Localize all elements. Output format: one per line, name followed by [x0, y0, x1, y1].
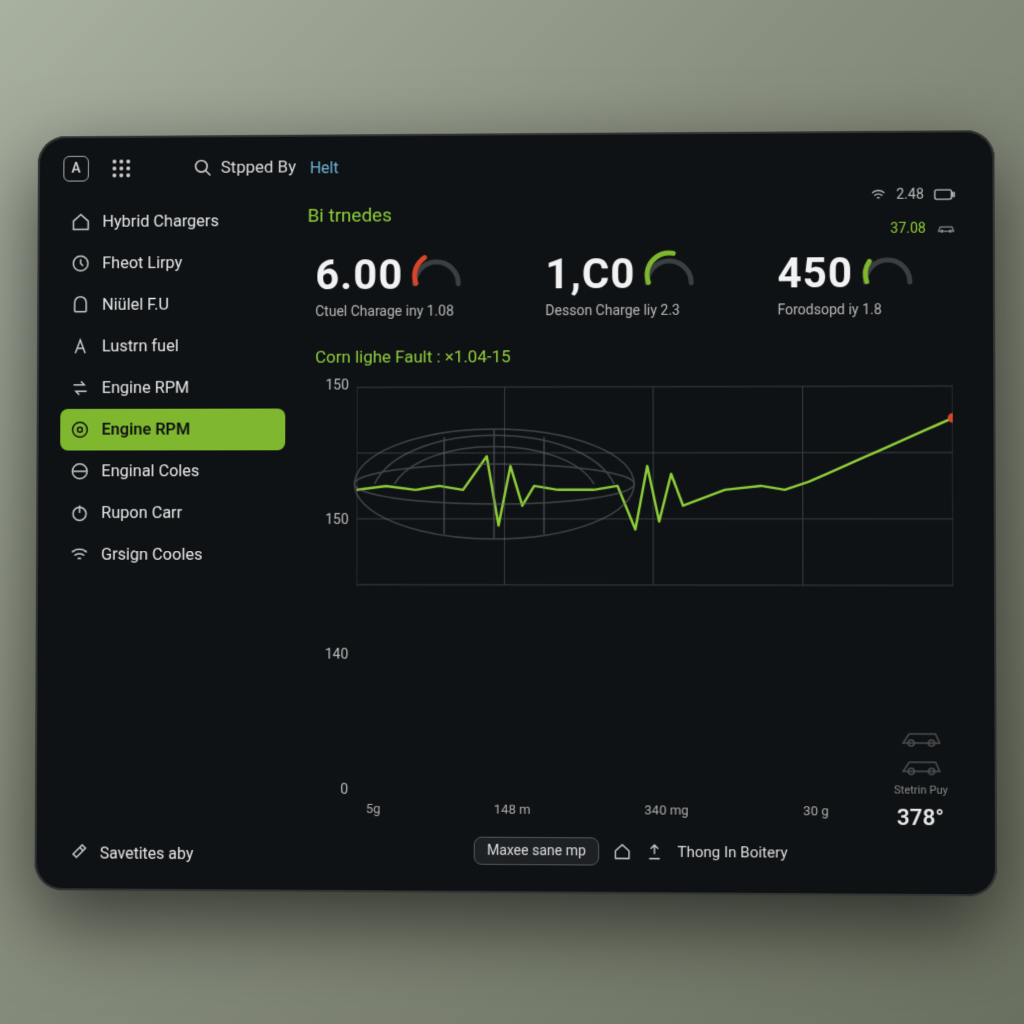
temperature-value: 378° — [897, 806, 944, 832]
sidebar-item-lustrn-fuel[interactable]: Lustrn fuel — [61, 325, 286, 367]
gauges-row: 6.00 Ctuel Charage iny 1.08 1,C0 Desson Cha… — [307, 248, 956, 320]
gauge-2: 450 Forodsopd iy 1.8 — [777, 248, 956, 319]
sidebar-item-rupon-carr[interactable]: Rupon Carr — [60, 492, 285, 534]
sidebar-item-ni-lel-f-u[interactable]: Niülel F.U — [61, 283, 286, 325]
home-icon — [71, 212, 91, 232]
bottombar: Maxee sane mp Thong In Boitery — [306, 828, 958, 876]
sidebar-item-engine-rpm[interactable]: Engine RPM — [60, 367, 285, 409]
upload-icon[interactable] — [645, 843, 663, 861]
gauge-value: 6.00 — [315, 251, 403, 300]
search-icon — [193, 158, 213, 178]
ring-icon — [70, 461, 90, 481]
gauge-label: Forodsopd iy 1.8 — [777, 302, 881, 318]
gauge-label: Ctuel Charage iny 1.08 — [315, 304, 454, 320]
clock-icon — [71, 254, 91, 274]
sidebar-item-label: Fheot Lirpy — [102, 254, 182, 273]
sidebar-footer-label: Savetites aby — [100, 843, 194, 863]
sidebar-item-fheot-lirpy[interactable]: Fheot Lirpy — [61, 242, 286, 285]
gauge-arc — [409, 250, 465, 294]
status-sub-value: 37.08 — [890, 221, 926, 237]
gauge-label: Desson Charge liy 2.3 — [545, 303, 680, 319]
gauge-arc — [859, 248, 916, 292]
sidebar-item-label: Rupon Carr — [101, 504, 182, 523]
home-icon[interactable] — [613, 842, 631, 860]
sidebar-item-enginal-coles[interactable]: Enginal Coles — [60, 450, 285, 492]
gauge-value: 1,C0 — [545, 250, 635, 299]
wifi-value: 2.48 — [896, 187, 924, 203]
helt-label: Helt — [310, 158, 339, 177]
chart-area: 1501501400 Stetrin — [314, 376, 954, 831]
mini-cars-label: Stetrin Puy — [894, 783, 948, 796]
bottombar-label: Thong In Boitery — [677, 843, 787, 862]
sidebar-footer[interactable]: Savetites aby — [58, 828, 284, 877]
search-label: Stpped By — [221, 158, 296, 178]
swap-icon — [70, 378, 90, 398]
sidebar-item-label: Lustrn fuel — [102, 337, 179, 356]
sidebar: Hybrid Chargers Fheot Lirpy Niülel F.U Lust… — [54, 190, 286, 877]
sidebar-item-label: Engine RPM — [102, 378, 190, 397]
apps-grid-icon[interactable] — [112, 160, 130, 178]
topbar: A Stpped By Helt — [57, 148, 974, 191]
car-wireframe — [344, 389, 644, 559]
a-icon — [70, 337, 90, 357]
main-panel: 2.48 37.08 Bi trnedes 6.00 Ctuel Charage … — [284, 186, 977, 882]
sidebar-item-label: Enginal Coles — [101, 462, 199, 481]
sidebar-item-hybrid-chargers[interactable]: Hybrid Chargers — [61, 200, 286, 243]
sidebar-item-grsign-cooles[interactable]: Grsign Cooles — [60, 534, 285, 576]
gauge-arc — [641, 249, 697, 293]
gauge-value: 450 — [777, 249, 853, 298]
fault-line: Corn lighe Fault : ×1.04-15 — [315, 346, 957, 368]
chart-y-labels: 1501501400 — [314, 378, 349, 798]
logo-letter: A — [72, 161, 81, 177]
status-row: 2.48 — [870, 186, 956, 202]
sidebar-item-label: Niülel F.U — [102, 295, 169, 314]
car-silhouette-icon — [899, 755, 944, 777]
mini-cars: Stetrin Puy — [894, 727, 948, 797]
chart-x-labels: 5g148 m340 mg30 g — [356, 802, 954, 827]
car-mini-icon — [936, 223, 956, 235]
gauge-0: 6.00 Ctuel Charage iny 1.08 — [315, 250, 491, 320]
chat-icon — [70, 420, 90, 440]
sidebar-item-label: Hybrid Chargers — [102, 212, 218, 231]
car-silhouette-icon — [898, 727, 943, 749]
mode-pill[interactable]: Maxee sane mp — [474, 837, 599, 866]
battery-icon — [934, 187, 956, 201]
sidebar-item-engine-rpm[interactable]: Engine RPM — [60, 409, 285, 451]
power-icon — [70, 503, 90, 523]
search-group[interactable]: Stpped By Helt — [193, 157, 338, 178]
gauge-1: 1,C0 Desson Charge liy 2.3 — [545, 249, 723, 320]
infotainment-screen: A Stpped By Helt Hybrid Chargers Fheot Li… — [34, 130, 997, 896]
sidebar-item-label: Engine RPM — [102, 420, 191, 439]
wifi-icon — [870, 187, 886, 203]
section-title: Bi trnedes — [308, 200, 957, 226]
status-subrow: 37.08 — [890, 221, 956, 237]
arch-icon — [71, 295, 91, 315]
sidebar-item-label: Grsign Cooles — [101, 545, 202, 564]
wrench-icon — [68, 842, 88, 862]
logo-badge[interactable]: A — [63, 156, 89, 182]
wifi-icon — [69, 545, 89, 565]
